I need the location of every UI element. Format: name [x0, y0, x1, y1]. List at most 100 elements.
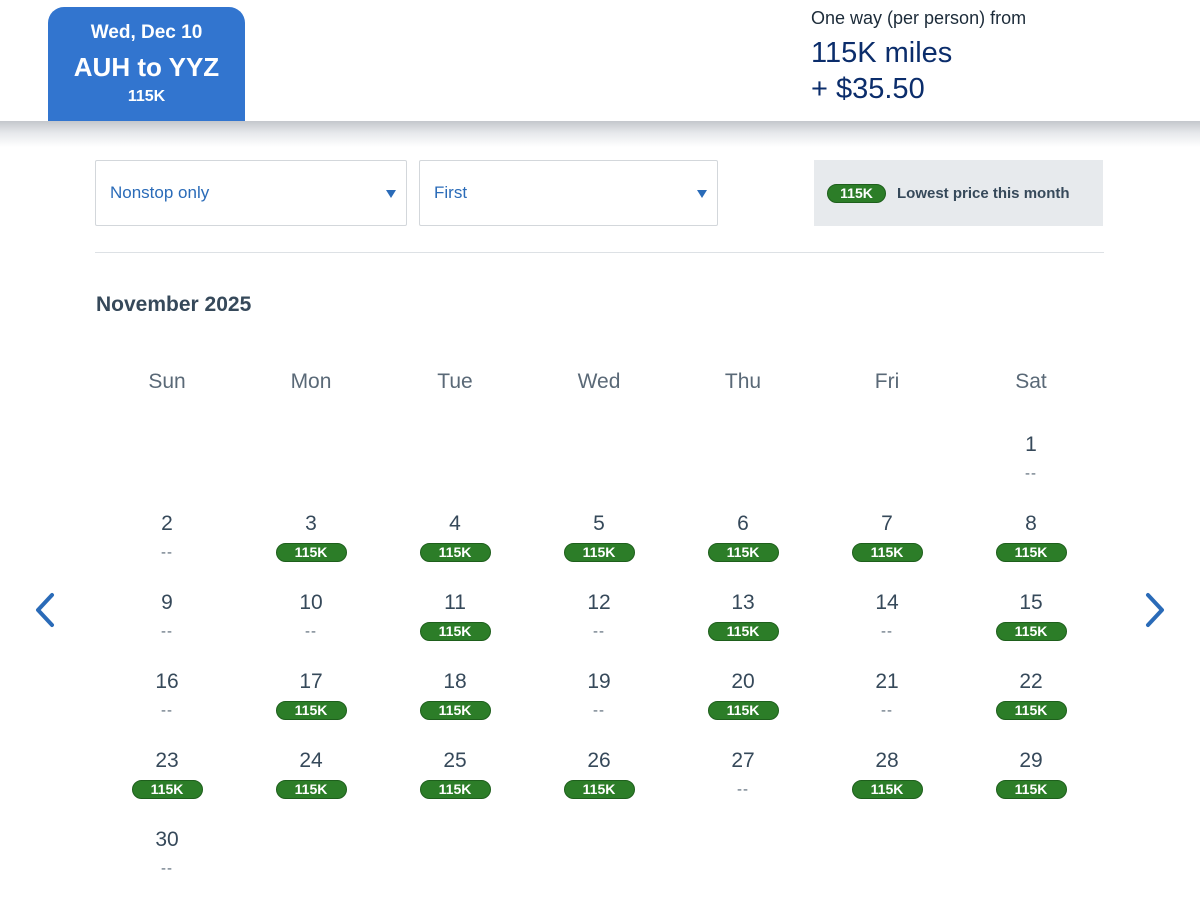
day-cell[interactable]: 22 115K [959, 668, 1103, 747]
day-cell[interactable]: 6 115K [671, 510, 815, 589]
day-cell[interactable]: 8 115K [959, 510, 1103, 589]
price-badge[interactable]: 115K [995, 701, 1067, 720]
price-badge[interactable]: 115K [275, 701, 347, 720]
day-cell: 27 -- [671, 747, 815, 826]
trip-date: Wed, Dec 10 [90, 22, 203, 43]
day-cell[interactable]: 26 115K [527, 747, 671, 826]
day-number: 24 [299, 749, 323, 772]
price-badge[interactable]: 115K [707, 543, 779, 562]
chevron-left-icon[interactable] [32, 592, 58, 628]
day-number: 10 [299, 591, 323, 614]
day-number: 7 [881, 512, 893, 535]
day-number: 6 [737, 512, 749, 535]
weekday-label: Mon [290, 370, 332, 393]
no-fare-indicator: -- [305, 623, 317, 640]
day-cell: 19 -- [527, 668, 671, 747]
price-badge[interactable]: 115K [275, 780, 347, 799]
caret-down-icon [386, 190, 396, 198]
day-cell[interactable]: 20 115K [671, 668, 815, 747]
price-badge[interactable]: 115K [995, 622, 1067, 641]
day-cell: 10 -- [239, 589, 383, 668]
day-cell[interactable]: 28 115K [815, 747, 959, 826]
day-number: 19 [587, 670, 611, 693]
day-cell: 14 -- [815, 589, 959, 668]
no-fare-indicator: -- [881, 623, 893, 640]
day-cell[interactable]: 23 115K [95, 747, 239, 826]
divider [95, 252, 1104, 253]
trip-price: 115K [127, 88, 166, 105]
cabin-filter-value: First [434, 183, 468, 202]
day-cell: 1 -- [959, 431, 1103, 510]
day-number: 8 [1025, 512, 1037, 535]
day-number: 2 [161, 512, 173, 535]
weekday-label: Thu [724, 370, 762, 393]
price-badge[interactable]: 115K [563, 543, 635, 562]
no-fare-indicator: -- [737, 781, 749, 798]
day-number: 29 [1019, 749, 1043, 772]
trip-route: AUH to YYZ [73, 52, 220, 82]
day-cell[interactable]: 3 115K [239, 510, 383, 589]
no-fare-indicator: -- [1025, 465, 1037, 482]
month-title: November 2025 [96, 293, 252, 316]
day-cell: 9 -- [95, 589, 239, 668]
no-fare-indicator: -- [161, 702, 173, 719]
stops-filter-select[interactable]: Nonstop only [95, 160, 407, 226]
fare-miles: 115K miles [811, 37, 953, 69]
empty-day-cell [527, 431, 671, 510]
day-number: 23 [155, 749, 179, 772]
price-badge[interactable]: 115K [131, 780, 203, 799]
fare-label: One way (per person) from [811, 8, 1027, 28]
empty-day-cell [239, 431, 383, 510]
day-cell: 16 -- [95, 668, 239, 747]
day-number: 21 [875, 670, 899, 693]
day-number: 4 [449, 512, 461, 535]
day-cell: 30 -- [95, 826, 239, 903]
weekday-label: Tue [437, 370, 473, 393]
weekday-label: Sun [148, 370, 186, 393]
price-badge[interactable]: 115K [851, 780, 923, 799]
no-fare-indicator: -- [881, 702, 893, 719]
empty-day-cell [671, 431, 815, 510]
empty-day-cell [815, 431, 959, 510]
price-badge[interactable]: 115K [995, 780, 1067, 799]
day-cell[interactable]: 24 115K [239, 747, 383, 826]
selected-trip-tab[interactable]: Wed, Dec 10 AUH to YYZ 115K [48, 7, 245, 121]
day-cell: 21 -- [815, 668, 959, 747]
caret-down-icon [697, 190, 707, 198]
no-fare-indicator: -- [161, 860, 173, 877]
day-cell: 12 -- [527, 589, 671, 668]
day-cell[interactable]: 7 115K [815, 510, 959, 589]
weekday-label: Sat [1015, 370, 1047, 393]
day-number: 15 [1019, 591, 1043, 614]
day-cell[interactable]: 17 115K [239, 668, 383, 747]
day-cell[interactable]: 11 115K [383, 589, 527, 668]
day-cell[interactable]: 18 115K [383, 668, 527, 747]
price-badge[interactable]: 115K [851, 543, 923, 562]
weekday-label: Fri [874, 370, 900, 393]
day-number: 22 [1019, 670, 1043, 693]
day-cell[interactable]: 29 115K [959, 747, 1103, 826]
day-number: 28 [875, 749, 899, 772]
price-badge[interactable]: 115K [275, 543, 347, 562]
day-number: 12 [587, 591, 611, 614]
day-cell[interactable]: 25 115K [383, 747, 527, 826]
cabin-filter-select[interactable]: First [419, 160, 718, 226]
day-cell[interactable]: 5 115K [527, 510, 671, 589]
calendar-grid: 1 -- 2 -- 3 115K 4 115K 5 115K 6 115K 7 115K 8 115K 9 -- 1… [95, 431, 1103, 903]
day-cell[interactable]: 15 115K [959, 589, 1103, 668]
empty-day-cell [95, 431, 239, 510]
price-badge[interactable]: 115K [995, 543, 1067, 562]
price-badge[interactable]: 115K [419, 622, 491, 641]
price-badge[interactable]: 115K [707, 701, 779, 720]
day-cell[interactable]: 4 115K [383, 510, 527, 589]
price-badge[interactable]: 115K [563, 780, 635, 799]
price-badge[interactable]: 115K [419, 780, 491, 799]
day-number: 26 [587, 749, 611, 772]
price-badge[interactable]: 115K [419, 543, 491, 562]
day-number: 27 [731, 749, 755, 772]
header: Wed, Dec 10 AUH to YYZ 115K One way (per… [0, 0, 1200, 121]
price-badge[interactable]: 115K [419, 701, 491, 720]
price-badge[interactable]: 115K [707, 622, 779, 641]
chevron-right-icon[interactable] [1142, 592, 1168, 628]
day-cell[interactable]: 13 115K [671, 589, 815, 668]
